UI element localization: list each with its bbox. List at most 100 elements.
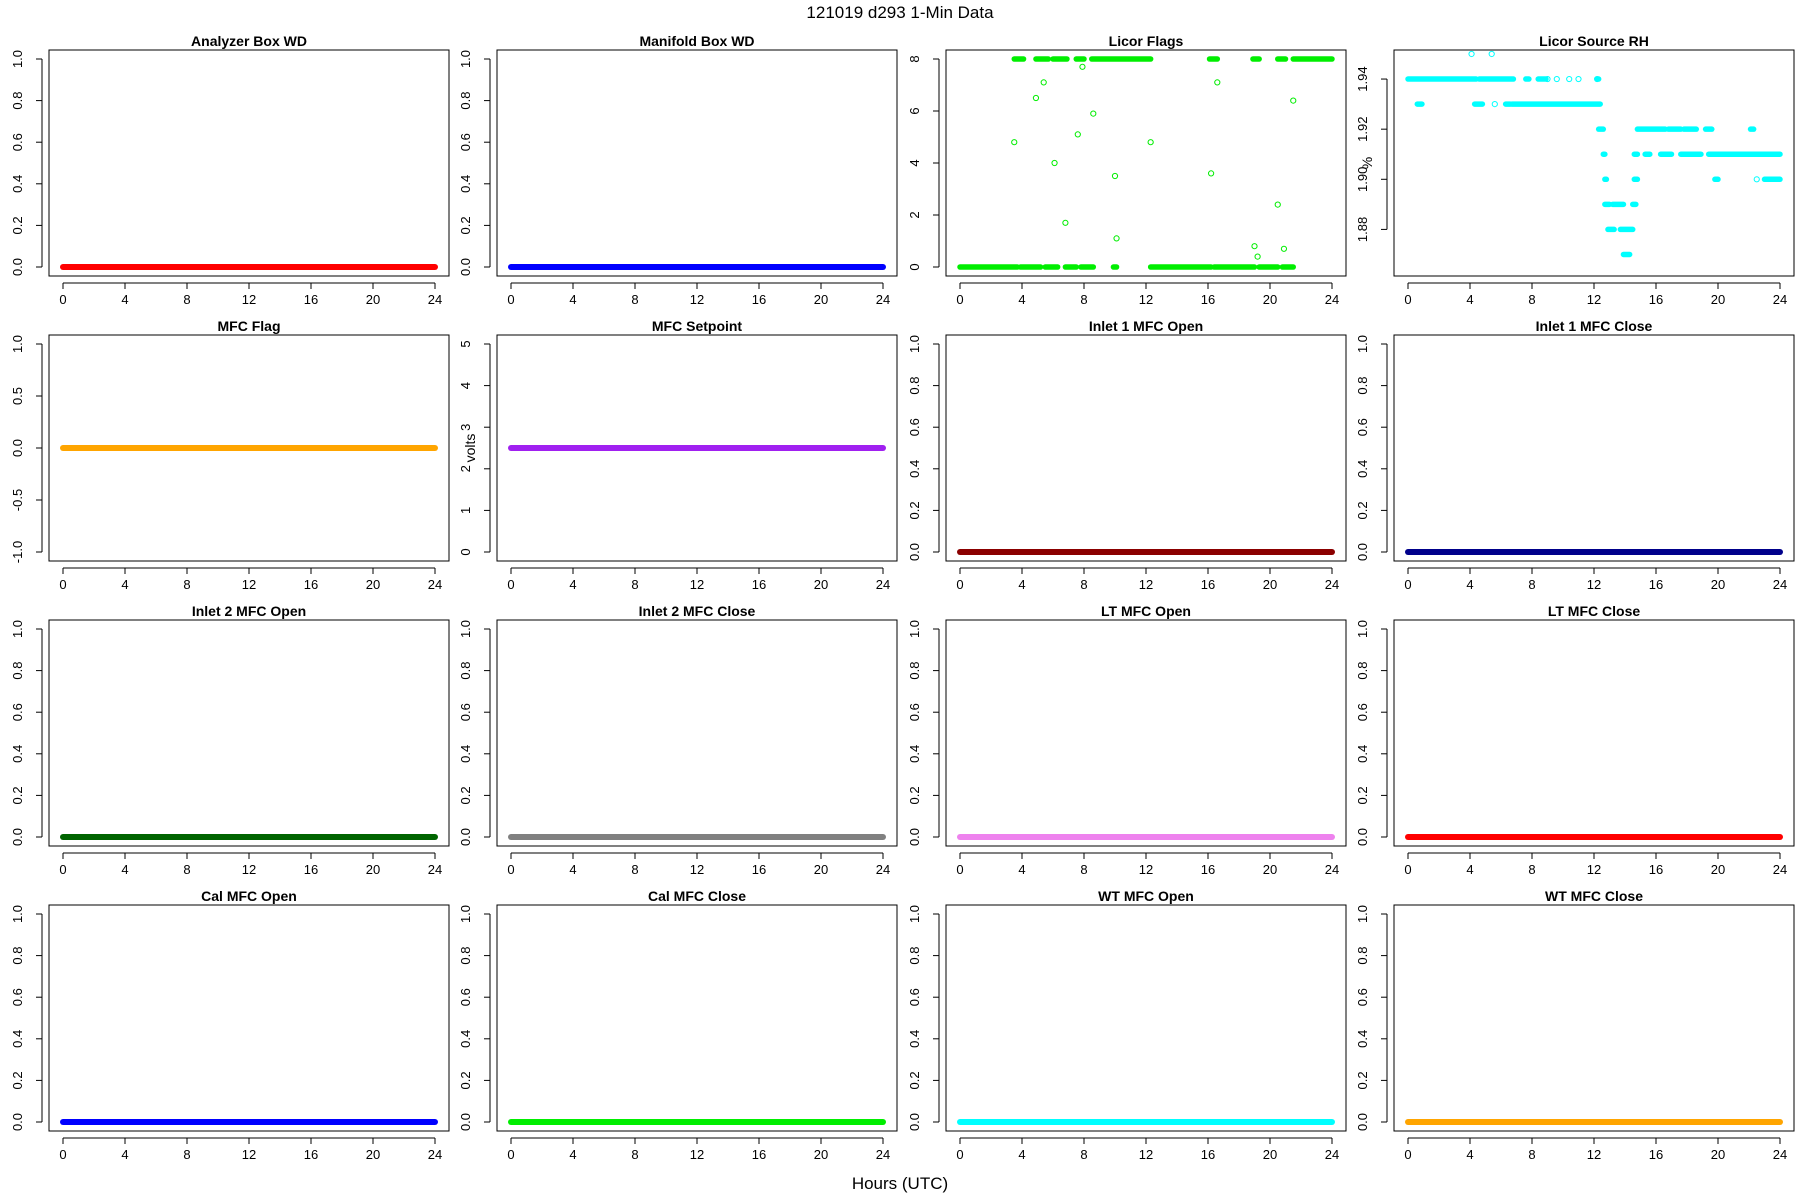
y-tick-label: 0: [907, 263, 922, 270]
y-tick-label: 0.2: [458, 786, 473, 804]
x-tick-label: 8: [183, 1147, 190, 1162]
y-tick-label: 1.0: [907, 335, 922, 353]
panel-title: Licor Flags: [1109, 33, 1184, 49]
x-tick-label: 16: [1201, 862, 1215, 877]
y-tick-label: 0.2: [907, 1071, 922, 1089]
y-tick-label: 1.90: [1355, 167, 1370, 192]
y-tick-label: -0.5: [10, 489, 25, 511]
y-tick-label: 0.8: [1355, 377, 1370, 395]
data-point: [1062, 219, 1069, 226]
x-tick-label: 16: [752, 862, 766, 877]
panel: Analyzer Box WD 0 4 8 12 16 20 24 0.0 0.2 0.4 0.6 0.…: [10, 33, 450, 307]
x-tick-label: 8: [1080, 292, 1087, 307]
x-tick-label: 24: [428, 862, 442, 877]
x-tick-label: 8: [631, 292, 638, 307]
data-point: [1208, 170, 1215, 177]
y-tick-label: 0.8: [458, 92, 473, 110]
x-tick-label: 4: [1018, 862, 1025, 877]
data-point: [1051, 159, 1058, 167]
plot-frame: [1393, 334, 1795, 562]
panel-grid: Analyzer Box WD0 4 8 12 16 20 240.00.20.40.60.…: [10, 33, 1795, 1162]
x-tick-label: 24: [1773, 1147, 1787, 1162]
panel-title: Manifold Box WD: [639, 33, 754, 49]
y-tick-label: 1.0: [1355, 335, 1370, 353]
x-tick-label: 0: [956, 1147, 963, 1162]
y-tick-label: 0.2: [907, 786, 922, 804]
x-tick-label: 12: [690, 577, 704, 592]
panel: Inlet 1 MFC Close 0 4 8 12 16 20 24 0.0 0.2 0.4 0.6…: [1355, 318, 1795, 592]
y-tick-label: 5: [458, 340, 473, 347]
x-tick-label: 24: [876, 1147, 890, 1162]
y-tick-label: 0.6: [10, 703, 25, 721]
x-tick-label: 16: [752, 292, 766, 307]
panel-title: MFC Flag: [218, 318, 281, 334]
x-tick-label: 16: [1201, 292, 1215, 307]
y-tick-label: 0.8: [907, 947, 922, 965]
data-point: [1594, 75, 1601, 83]
y-tick-label: 0.0: [10, 1113, 25, 1131]
plot-frame: [496, 619, 898, 847]
x-tick-label: 16: [1649, 1147, 1663, 1162]
x-tick-label: 12: [1587, 577, 1601, 592]
panel-title: MFC Setpoint: [652, 318, 743, 334]
y-tick-label: 1.0: [10, 50, 25, 68]
x-tick-label: 12: [242, 292, 256, 307]
data-point: [1011, 139, 1018, 146]
panel: Cal MFC Open 0 4 8 12 16 20 24 0.0 0.2 0.4 0.6 0.8 1.…: [10, 888, 450, 1162]
y-tick-label: 0.4: [10, 745, 25, 763]
y-tick-label: 0.8: [10, 947, 25, 965]
x-tick-label: 8: [1080, 862, 1087, 877]
panel: Inlet 2 MFC Open 0 4 8 12 16 20 24 0.0 0.2 0.4 0.6 0…: [10, 603, 450, 877]
x-tick-label: 8: [1080, 577, 1087, 592]
y-tick-label: 0.8: [907, 662, 922, 680]
figure-title: 121019 d293 1-Min Data: [806, 3, 994, 22]
x-tick-label: 8: [631, 577, 638, 592]
x-tick-label: 4: [1466, 292, 1473, 307]
data-point: [1566, 75, 1573, 83]
x-tick-label: 16: [1201, 1147, 1215, 1162]
y-tick-label: 1.0: [458, 50, 473, 68]
data-point: [1274, 201, 1281, 208]
x-tick-label: 0: [956, 577, 963, 592]
x-tick-label: 0: [507, 1147, 514, 1162]
plot-frame: [48, 49, 450, 277]
y-tick-label: 0.8: [907, 377, 922, 395]
y-tick-label: 1: [458, 507, 473, 514]
y-tick-label: 0.2: [907, 501, 922, 519]
data-point: [1251, 243, 1258, 250]
x-tick-label: 24: [428, 292, 442, 307]
x-tick-label: 24: [1773, 862, 1787, 877]
data-point: [1090, 110, 1097, 117]
x-tick-label: 16: [304, 1147, 318, 1162]
y-tick-label: 0.0: [907, 1113, 922, 1131]
x-tick-label: 8: [1528, 577, 1535, 592]
x-tick-label: 12: [1139, 862, 1153, 877]
y-tick-label: 0.0: [1355, 828, 1370, 846]
y-tick-label: 0.6: [1355, 418, 1370, 436]
plot-frame: [48, 334, 450, 562]
y-tick-label: 2: [458, 465, 473, 472]
x-tick-label: 20: [814, 862, 828, 877]
figure-xlabel: Hours (UTC): [852, 1174, 948, 1193]
y-tick-label: 0.2: [458, 1071, 473, 1089]
x-tick-label: 16: [1649, 862, 1663, 877]
y-tick-label: 0.4: [1355, 745, 1370, 763]
y-tick-label: 6: [907, 107, 922, 114]
x-tick-label: 20: [1263, 292, 1277, 307]
y-tick-label: 1.0: [458, 620, 473, 638]
y-tick-label: 0.0: [10, 258, 25, 276]
data-point: [1113, 235, 1120, 242]
y-tick-label: 0.6: [1355, 703, 1370, 721]
y-tick-label: 1.92: [1355, 117, 1370, 142]
plot-frame: [496, 334, 898, 562]
x-tick-label: 0: [507, 292, 514, 307]
x-tick-label: 4: [121, 1147, 128, 1162]
x-tick-label: 4: [121, 577, 128, 592]
data-point: [1468, 50, 1475, 58]
y-tick-label: 4: [907, 159, 922, 166]
panel: Manifold Box WD 0 4 8 12 16 20 24 0.0 0.2 0.4 0.6 0.…: [458, 33, 898, 307]
data-point: [1290, 97, 1297, 104]
plot-frame: [945, 619, 1347, 847]
x-tick-label: 4: [1018, 577, 1025, 592]
